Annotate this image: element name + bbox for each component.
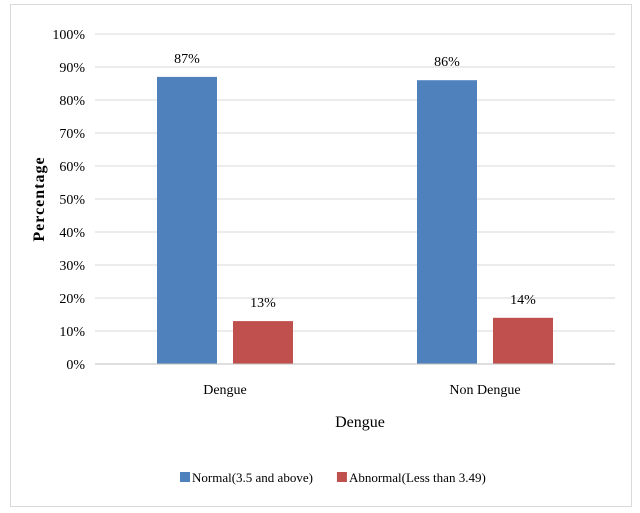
- y-tick-label: 70%: [59, 127, 85, 142]
- y-tick-label: 90%: [59, 61, 85, 76]
- x-tick-label: Non Dengue: [449, 383, 520, 398]
- y-tick-label: 60%: [59, 160, 85, 175]
- x-tick-label: Dengue: [203, 383, 247, 398]
- legend-swatch: [336, 472, 347, 482]
- y-tick-label: 80%: [59, 94, 85, 109]
- y-tick-label: 10%: [59, 325, 85, 340]
- legend-entry: Normal(3.5 and above): [192, 470, 313, 485]
- y-axis-ticks: 0% 10% 20% 30% 40% 50% 60% 70% 80% 90% 100%: [52, 28, 85, 373]
- x-axis-label: Dengue: [335, 414, 385, 431]
- y-tick-label: 100%: [52, 28, 85, 43]
- bar-data-label: 86%: [434, 55, 460, 70]
- data-labels: 87% 13% 86% 14%: [174, 52, 536, 311]
- bar-dengue-abnormal: [233, 321, 293, 364]
- y-tick-label: 0%: [66, 358, 85, 373]
- legend-swatch: [180, 472, 190, 482]
- chart-frame: [10, 4, 632, 507]
- bar-data-label: 13%: [250, 296, 276, 311]
- legend: Normal(3.5 and above) Abnormal(Less than …: [180, 470, 486, 485]
- y-tick-label: 30%: [59, 259, 85, 274]
- y-axis-label: Percentage: [31, 156, 48, 241]
- bar-data-label: 87%: [174, 52, 200, 67]
- bar-dengue-normal: [157, 76, 217, 365]
- y-tick-label: 40%: [59, 226, 85, 241]
- x-axis-ticks: Dengue Non Dengue: [203, 383, 520, 398]
- bar-non-dengue-normal: [417, 80, 477, 364]
- legend-entry: Abnormal(Less than 3.49): [349, 470, 486, 485]
- y-tick-label: 50%: [59, 193, 85, 208]
- y-tick-label: 20%: [59, 292, 85, 307]
- bar-data-label: 14%: [510, 293, 536, 308]
- bar-non-dengue-abnormal: [493, 317, 553, 364]
- bars: [157, 76, 553, 365]
